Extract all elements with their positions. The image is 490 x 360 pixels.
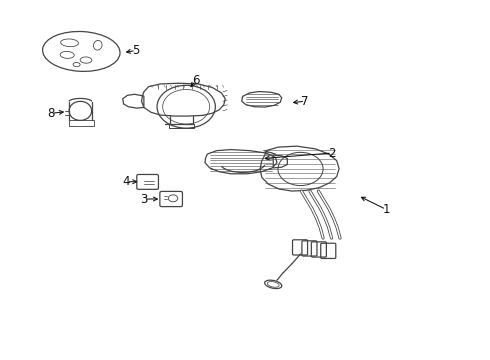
Text: 7: 7 [301, 95, 309, 108]
Text: 4: 4 [122, 175, 130, 188]
Text: 8: 8 [48, 107, 55, 120]
Text: 1: 1 [382, 203, 390, 216]
Text: 6: 6 [192, 74, 199, 87]
Text: 3: 3 [140, 193, 147, 206]
Text: 5: 5 [132, 44, 140, 57]
Text: 2: 2 [328, 147, 336, 159]
